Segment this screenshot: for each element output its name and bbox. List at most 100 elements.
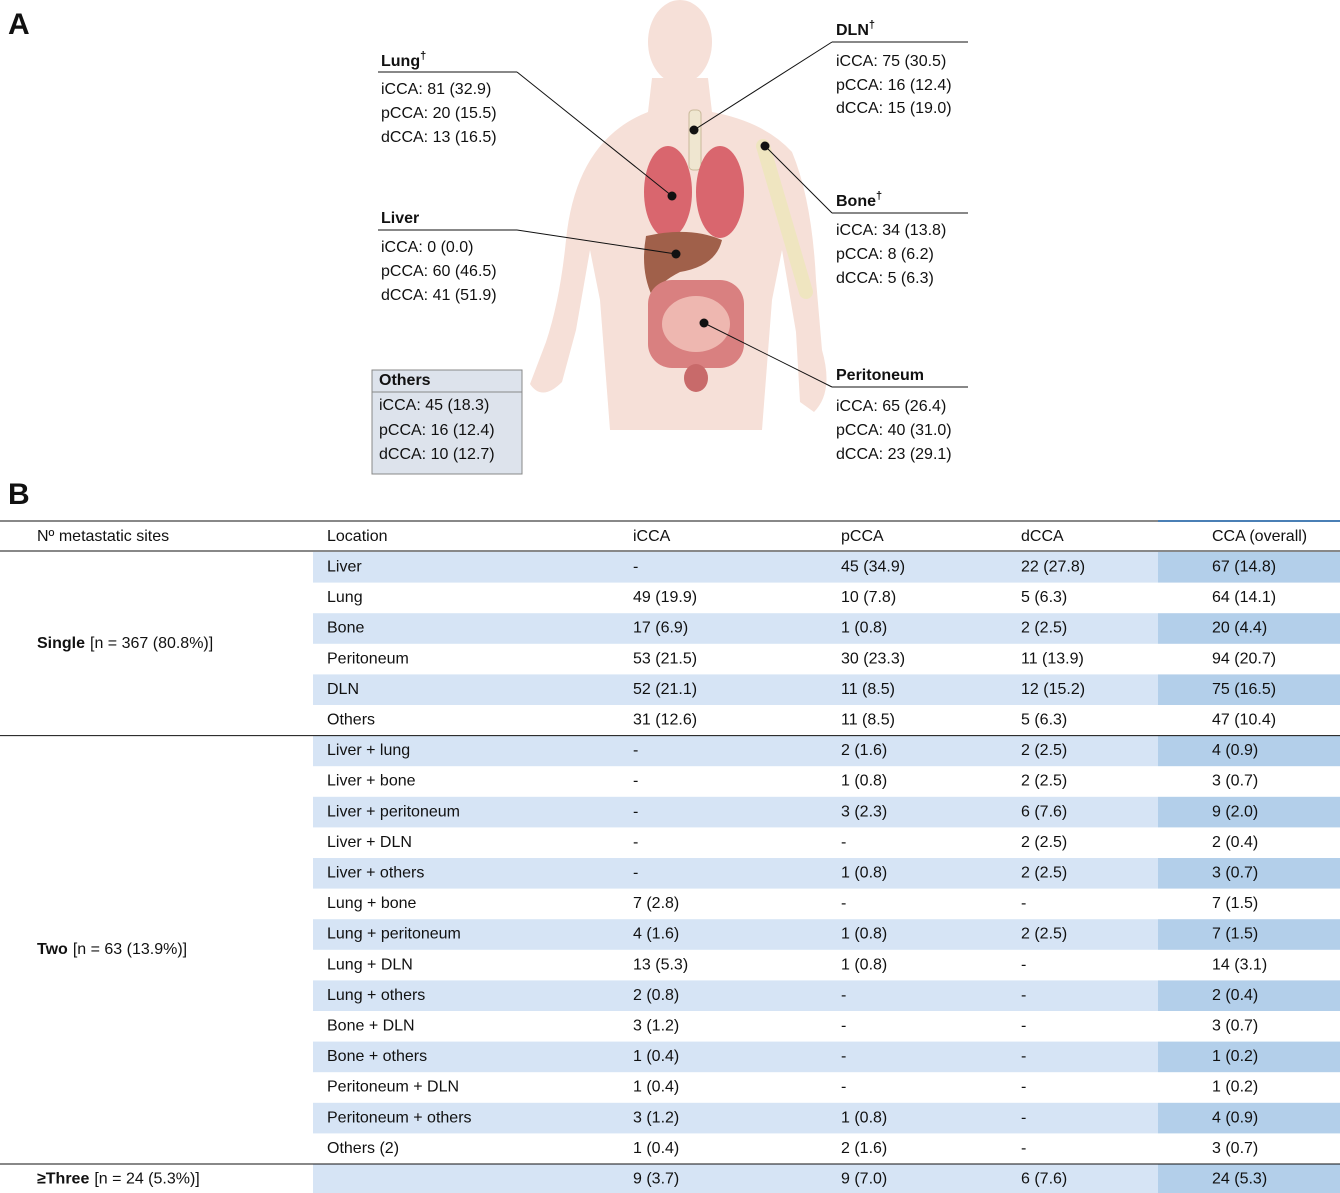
value-cell: 3 (0.7): [1212, 773, 1258, 790]
value-cell: -: [633, 834, 638, 851]
overall-shade: [1158, 735, 1340, 767]
location-cell: Others (2): [327, 1140, 399, 1157]
row-shade: [313, 735, 1158, 767]
location-cell: Peritoneum + DLN: [327, 1079, 459, 1096]
overall-shade: [1158, 919, 1340, 950]
trachea: [688, 109, 702, 171]
value-cell: 1 (0.4): [633, 1048, 679, 1065]
value-cell: 9 (2.0): [1212, 803, 1258, 820]
value-cell: 64 (14.1): [1212, 589, 1276, 606]
site-line: pCCA: 60 (46.5): [381, 263, 497, 280]
value-cell: -: [841, 1048, 846, 1065]
value-cell: 1 (0.8): [841, 620, 887, 637]
value-cell: 31 (12.6): [633, 712, 697, 729]
value-cell: 3 (1.2): [633, 1018, 679, 1035]
row-shade: [313, 858, 1158, 889]
location-cell: Peritoneum + others: [327, 1109, 472, 1126]
lung-right: [696, 146, 744, 238]
value-cell: 2 (2.5): [1021, 742, 1067, 759]
site-line: iCCA: 81 (32.9): [381, 81, 491, 98]
location-cell: Peritoneum: [327, 650, 409, 667]
lung-left: [644, 146, 692, 238]
value-cell: 7 (1.5): [1212, 895, 1258, 912]
group-label: Two [n = 63 (13.9%)]: [37, 941, 187, 958]
site-name: Bone: [836, 193, 876, 210]
value-cell: 2 (2.5): [1021, 926, 1067, 943]
value-cell: 45 (34.9): [841, 559, 905, 576]
intestine-inner: [662, 296, 730, 352]
rectum: [684, 364, 708, 392]
leader-dot: [699, 318, 709, 328]
value-cell: 9 (3.7): [633, 1171, 679, 1188]
location-cell: Liver: [327, 559, 362, 576]
value-cell: 11 (13.9): [1021, 650, 1084, 667]
value-cell: 53 (21.5): [633, 650, 697, 667]
value-cell: -: [1021, 1140, 1026, 1157]
leader-dot: [671, 249, 681, 259]
site-line: iCCA: 0 (0.0): [381, 239, 473, 256]
header-cell: iCCA: [633, 528, 671, 545]
panel-label: A: [8, 8, 30, 41]
overall-shade: [1158, 1041, 1340, 1073]
overall-shade: [1158, 1164, 1340, 1193]
value-cell: 22 (27.8): [1021, 559, 1085, 576]
site-name: Lung: [381, 53, 420, 70]
location-cell: Lung: [327, 589, 363, 606]
value-cell: 1 (0.2): [1212, 1048, 1258, 1065]
row-shade: [313, 796, 1158, 828]
location-cell: Liver + peritoneum: [327, 803, 460, 820]
value-cell: 5 (6.3): [1021, 712, 1067, 729]
overall-shade: [1158, 552, 1340, 583]
row-shade: [313, 1102, 1158, 1134]
value-cell: 49 (19.9): [633, 589, 697, 606]
humerus: [756, 139, 813, 299]
value-cell: 6 (7.6): [1021, 1171, 1067, 1188]
value-cell: -: [841, 987, 846, 1004]
panel-label: B: [8, 478, 30, 511]
value-cell: 24 (5.3): [1212, 1171, 1267, 1188]
leader-dot: [667, 191, 677, 201]
group-name: Single: [37, 635, 85, 652]
leader-line: [516, 229, 677, 255]
value-cell: 13 (5.3): [633, 956, 688, 973]
overall-shade: [1158, 796, 1340, 828]
leader-line: [764, 145, 833, 214]
row-shade: [313, 919, 1158, 950]
site-title: Others: [379, 372, 431, 389]
location-cell: Liver + others: [327, 865, 424, 882]
group-label: ≥Three [n = 24 (5.3%)]: [37, 1171, 200, 1188]
value-cell: 5 (6.3): [1021, 589, 1067, 606]
value-cell: -: [1021, 1079, 1026, 1096]
value-cell: 7 (2.8): [633, 895, 679, 912]
value-cell: 3 (0.7): [1212, 865, 1258, 882]
row-shade: [313, 1164, 1158, 1193]
site-title: DLN†: [836, 19, 875, 39]
value-cell: -: [633, 865, 638, 882]
leader-dot: [689, 125, 699, 135]
value-cell: 11 (8.5): [841, 681, 895, 698]
site-line: dCCA: 13 (16.5): [381, 129, 497, 146]
site-mark: †: [876, 190, 882, 202]
value-cell: -: [1021, 987, 1026, 1004]
location-cell: Lung + others: [327, 987, 425, 1004]
site-line: pCCA: 16 (12.4): [379, 422, 495, 439]
site-title: Liver: [381, 210, 419, 227]
value-cell: -: [633, 803, 638, 820]
location-cell: Liver + bone: [327, 773, 416, 790]
row-shade: [313, 674, 1158, 705]
value-cell: 11 (8.5): [841, 712, 895, 729]
value-cell: -: [1021, 1109, 1026, 1126]
site-title: Lung†: [381, 50, 426, 70]
site-name: Others: [379, 372, 431, 389]
value-cell: -: [633, 742, 638, 759]
overall-shade: [1158, 858, 1340, 889]
group-label: Single [n = 367 (80.8%)]: [37, 635, 213, 652]
head: [648, 0, 712, 84]
value-cell: 14 (3.1): [1212, 956, 1267, 973]
site-line: pCCA: 20 (15.5): [381, 105, 497, 122]
value-cell: 4 (0.9): [1212, 742, 1258, 759]
value-cell: -: [1021, 895, 1026, 912]
site-title: Peritoneum: [836, 367, 924, 384]
value-cell: -: [633, 773, 638, 790]
header-cell: Nº metastatic sites: [37, 528, 169, 545]
